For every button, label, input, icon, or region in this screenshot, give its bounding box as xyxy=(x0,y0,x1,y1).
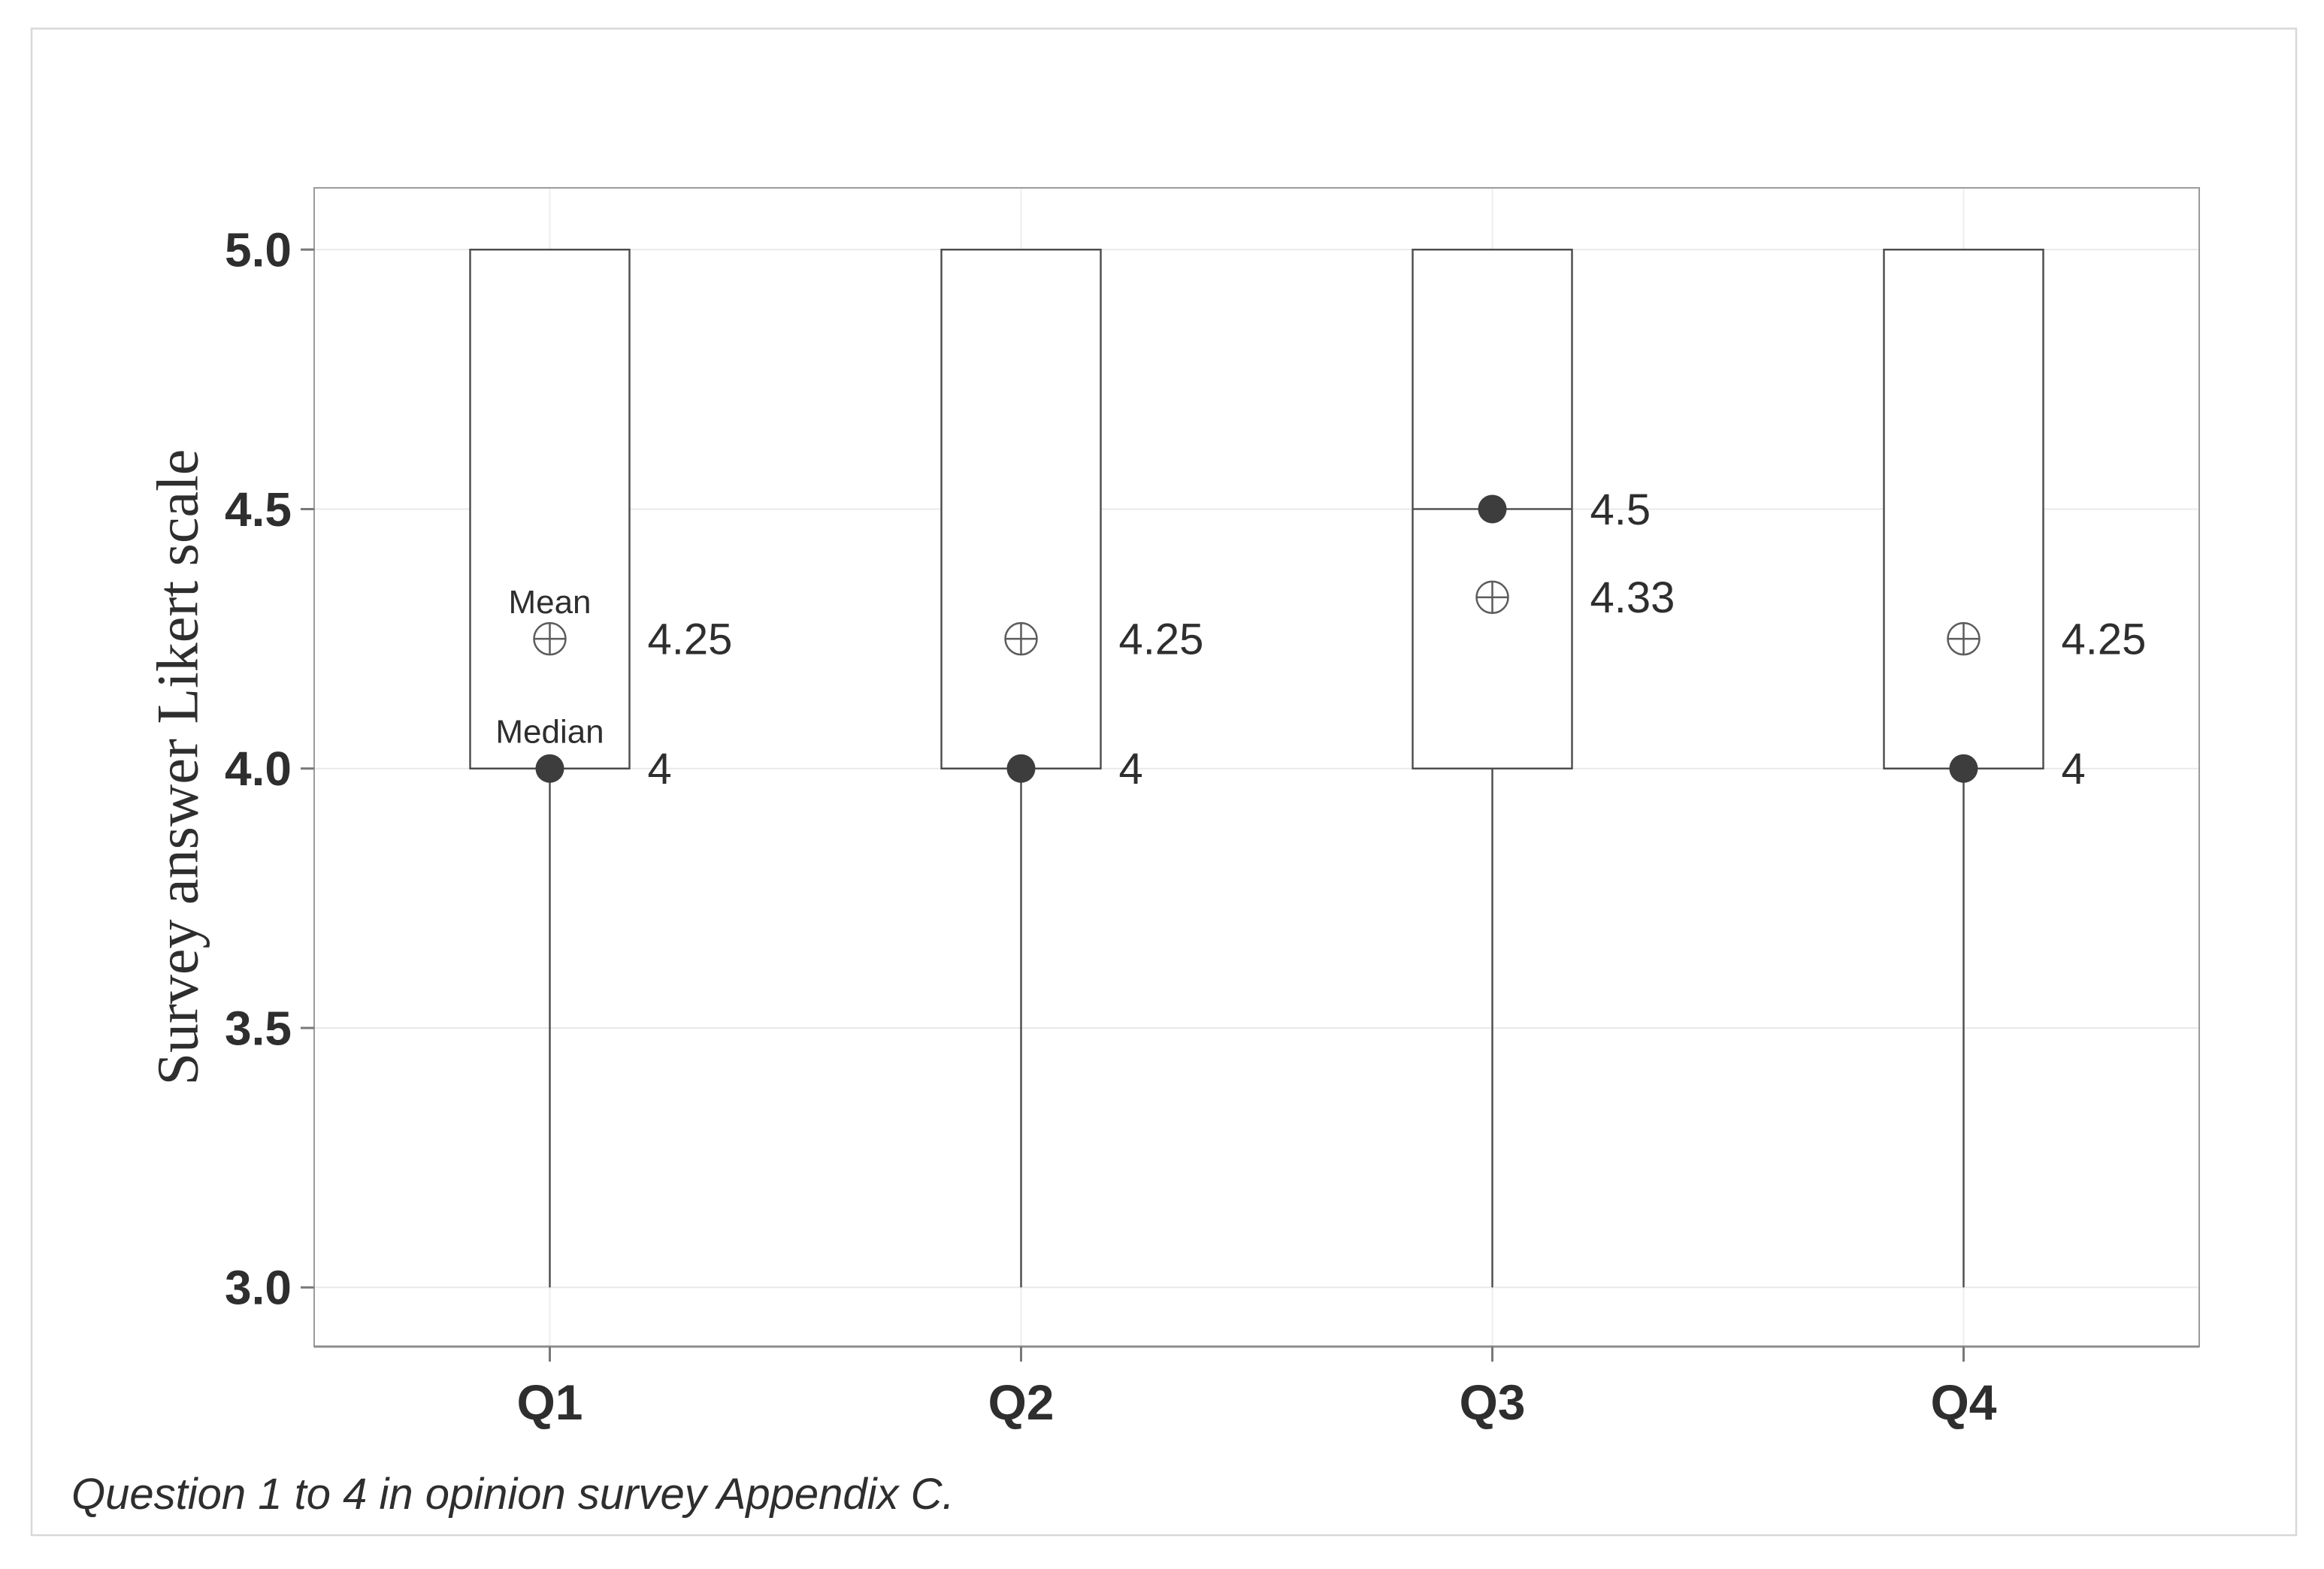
y-tick-label: 4.5 xyxy=(225,482,292,537)
median-dot-q4 xyxy=(1949,754,1978,783)
median-value-label-q2: 4 xyxy=(1119,745,1143,794)
plot-area xyxy=(469,248,2044,1288)
y-tick-label: 3.0 xyxy=(225,1261,292,1315)
x-tick-label-q2: Q2 xyxy=(988,1374,1054,1430)
x-tick-label-q3: Q3 xyxy=(1459,1374,1525,1430)
median-annotation: Median xyxy=(495,714,604,751)
figure-caption: Question 1 to 4 in opinion survey Append… xyxy=(71,1470,955,1519)
y-tick-label: 3.5 xyxy=(225,1001,292,1055)
y-tick-label: 4.0 xyxy=(225,742,292,796)
median-dot-q2 xyxy=(1006,754,1036,783)
box-q1 xyxy=(469,248,631,769)
median-value-label-q1: 4 xyxy=(648,745,672,794)
mean-value-label-q4: 4.25 xyxy=(2062,615,2147,664)
y-tick-label: 5.0 xyxy=(225,223,292,277)
box-q4 xyxy=(1883,248,2044,769)
median-value-label-q4: 4 xyxy=(2062,745,2086,794)
mean-annotation: Mean xyxy=(508,584,591,621)
mean-value-label-q1: 4.25 xyxy=(648,615,733,664)
median-dot-q1 xyxy=(535,754,564,783)
box-q2 xyxy=(940,248,1102,769)
mean-value-label-q2: 4.25 xyxy=(1119,615,1204,664)
plot-frame xyxy=(313,187,2200,1348)
x-tick-label-q1: Q1 xyxy=(516,1374,583,1430)
x-tick-label-q4: Q4 xyxy=(1930,1374,1996,1430)
mean-value-label-q3: 4.33 xyxy=(1590,573,1675,622)
figure-border xyxy=(30,27,2298,1537)
data-labels: 4.25 4 Mean Median 4.25 4 4.33 4.5 4.25 4 xyxy=(495,485,2146,794)
y-axis-title: Survey answer Likert scale xyxy=(144,449,210,1086)
median-dot-q3 xyxy=(1478,494,1507,524)
axes: 5.0 4.5 4.0 3.5 3.0 Q1 Q2 Q3 Q4 xyxy=(225,223,1997,1431)
median-value-label-q3: 4.5 xyxy=(1590,485,1651,534)
